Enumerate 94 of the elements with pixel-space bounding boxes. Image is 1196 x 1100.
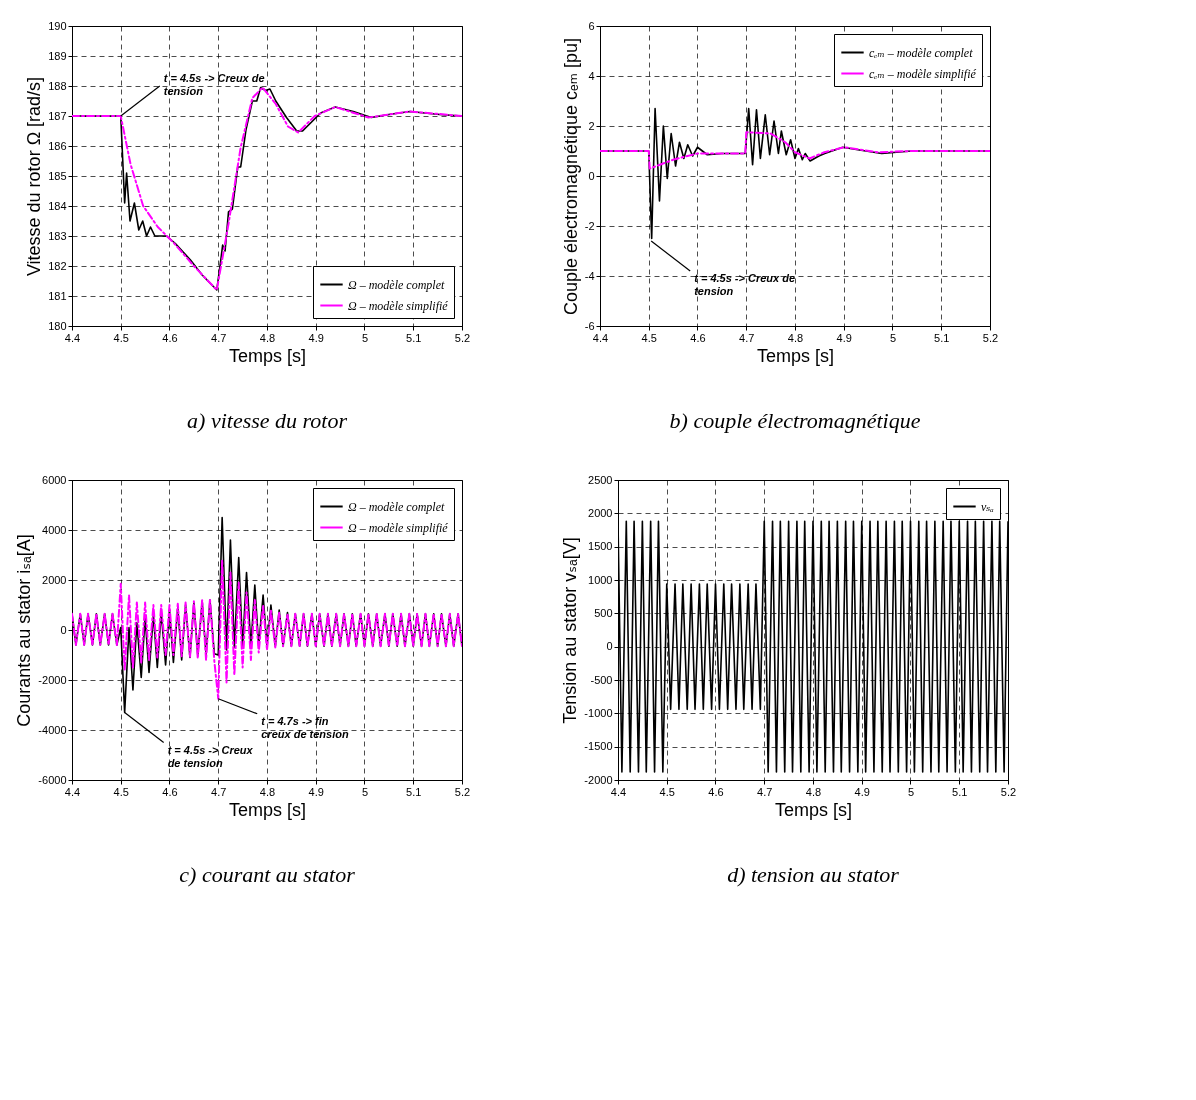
- y-axis-title: Courants au stator iₛₐ[A]: [14, 534, 35, 727]
- annotation: t = 4.5s -> Creux de tension: [167, 743, 254, 769]
- x-tick-label: 4.9: [854, 785, 870, 798]
- annotation: t = 4.5s -> Creux de tension: [694, 272, 796, 297]
- y-tick-label: -6000: [38, 773, 67, 786]
- x-axis-title: Temps [s]: [756, 345, 835, 366]
- text: c) courant au stator: [179, 862, 356, 887]
- y-tick-label: -2000: [584, 773, 613, 786]
- x-tick-label: 4.9: [308, 785, 324, 798]
- x-axis-title: Temps [s]: [228, 799, 307, 820]
- x-tick-label: 4.9: [308, 331, 324, 344]
- text: b) couple électromagnétique: [669, 408, 921, 433]
- y-tick-label: -500: [590, 673, 613, 686]
- y-tick-label: 1000: [588, 573, 613, 586]
- y-tick-label: 2500: [588, 473, 613, 486]
- x-tick-label: 4.7: [211, 785, 227, 798]
- x-tick-label: 4.7: [211, 331, 227, 344]
- y-tick-label: 184: [48, 199, 67, 212]
- y-tick-label: 187: [48, 109, 67, 122]
- x-tick-label: 5.1: [934, 331, 950, 344]
- y-tick-label: 2000: [588, 506, 613, 519]
- x-tick-label: 4.5: [641, 331, 657, 344]
- x-tick-label: 4.6: [162, 785, 178, 798]
- x-tick-label: 4.6: [162, 331, 178, 344]
- annotation: t = 4.7s -> fin creux de tension: [261, 714, 349, 740]
- y-tick-label: -1000: [584, 706, 613, 719]
- y-tick-label: -4000: [38, 723, 67, 736]
- y-axis-title: Vitesse du rotor Ω [rad/s]: [24, 76, 45, 277]
- y-tick-label: 181: [48, 289, 67, 302]
- legend-label: cₑₘ – modèle complet: [869, 45, 974, 60]
- y-axis-title: Tension au stator vₛₐ[V]: [560, 537, 581, 724]
- y-tick-label: 6: [588, 19, 595, 32]
- x-tick-label: 4.7: [739, 331, 755, 344]
- x-axis-title: Temps [s]: [774, 799, 853, 820]
- x-tick-label: 4.9: [836, 331, 852, 344]
- x-tick-label: 4.5: [659, 785, 675, 798]
- y-tick-label: 0: [588, 169, 595, 182]
- y-tick-label: 188: [48, 79, 67, 92]
- x-tick-label: 5.1: [406, 785, 422, 798]
- x-tick-label: 5.2: [982, 331, 999, 344]
- x-tick-label: 4.5: [113, 785, 129, 798]
- y-tick-label: 183: [48, 229, 67, 242]
- y-axis-title: Couple électromagnétique cₑₘ [pu]: [560, 37, 581, 316]
- y-tick-label: -6: [584, 319, 595, 332]
- x-tick-label: 4.8: [787, 331, 804, 344]
- x-tick-label: 4.8: [805, 785, 822, 798]
- text: d) tension au stator: [727, 862, 900, 887]
- annotation: t = 4.5s -> Creux de tension: [163, 72, 265, 97]
- x-tick-label: 4.8: [259, 331, 276, 344]
- x-axis-title: Temps [s]: [228, 345, 307, 366]
- y-tick-label: 4000: [42, 523, 67, 536]
- legend-label: Ω – modèle simplifié: [348, 298, 449, 313]
- text: a) vitesse du rotor: [187, 408, 348, 433]
- x-tick-label: 5.1: [406, 331, 422, 344]
- x-tick-label: 4.8: [259, 785, 276, 798]
- legend-label: vₛₐ: [981, 499, 995, 514]
- y-tick-label: 500: [594, 606, 613, 619]
- y-tick-label: 1500: [588, 540, 613, 553]
- y-tick-label: -4: [584, 269, 595, 282]
- x-tick-label: 4.6: [708, 785, 724, 798]
- legend-label: Ω – modèle simplifié: [348, 520, 449, 535]
- x-tick-label: 5.2: [1000, 785, 1017, 798]
- x-tick-label: 4.4: [610, 785, 627, 798]
- x-tick-label: 4.4: [592, 331, 609, 344]
- y-tick-label: 6000: [42, 473, 67, 486]
- x-tick-label: 4.4: [64, 331, 81, 344]
- y-tick-label: 190: [48, 19, 67, 32]
- x-tick-label: 5: [361, 785, 369, 798]
- y-tick-label: 182: [48, 259, 67, 272]
- y-tick-label: 4: [588, 69, 595, 82]
- y-tick-label: -2: [584, 219, 595, 232]
- x-tick-label: 4.7: [757, 785, 773, 798]
- y-tick-label: 185: [48, 169, 67, 182]
- x-tick-label: 5: [907, 785, 915, 798]
- y-tick-label: 180: [48, 319, 67, 332]
- y-tick-label: 189: [48, 49, 67, 62]
- x-tick-label: 4.4: [64, 785, 81, 798]
- x-tick-label: 5: [889, 331, 897, 344]
- y-tick-label: 186: [48, 139, 67, 152]
- y-tick-label: 2: [588, 119, 595, 132]
- y-tick-label: -2000: [38, 673, 67, 686]
- legend-label: cₑₘ – modèle simplifié: [869, 66, 977, 81]
- legend-label: Ω – modèle complet: [348, 277, 445, 292]
- x-tick-label: 5: [361, 331, 369, 344]
- x-tick-label: 5.2: [454, 331, 471, 344]
- legend-label: Ω – modèle complet: [348, 499, 445, 514]
- y-tick-label: 2000: [42, 573, 67, 586]
- x-tick-label: 5.1: [952, 785, 968, 798]
- y-tick-label: 0: [60, 623, 67, 636]
- x-tick-label: 5.2: [454, 785, 471, 798]
- x-tick-label: 4.5: [113, 331, 129, 344]
- y-tick-label: 0: [606, 640, 613, 653]
- y-tick-label: -1500: [584, 740, 613, 753]
- x-tick-label: 4.6: [690, 331, 706, 344]
